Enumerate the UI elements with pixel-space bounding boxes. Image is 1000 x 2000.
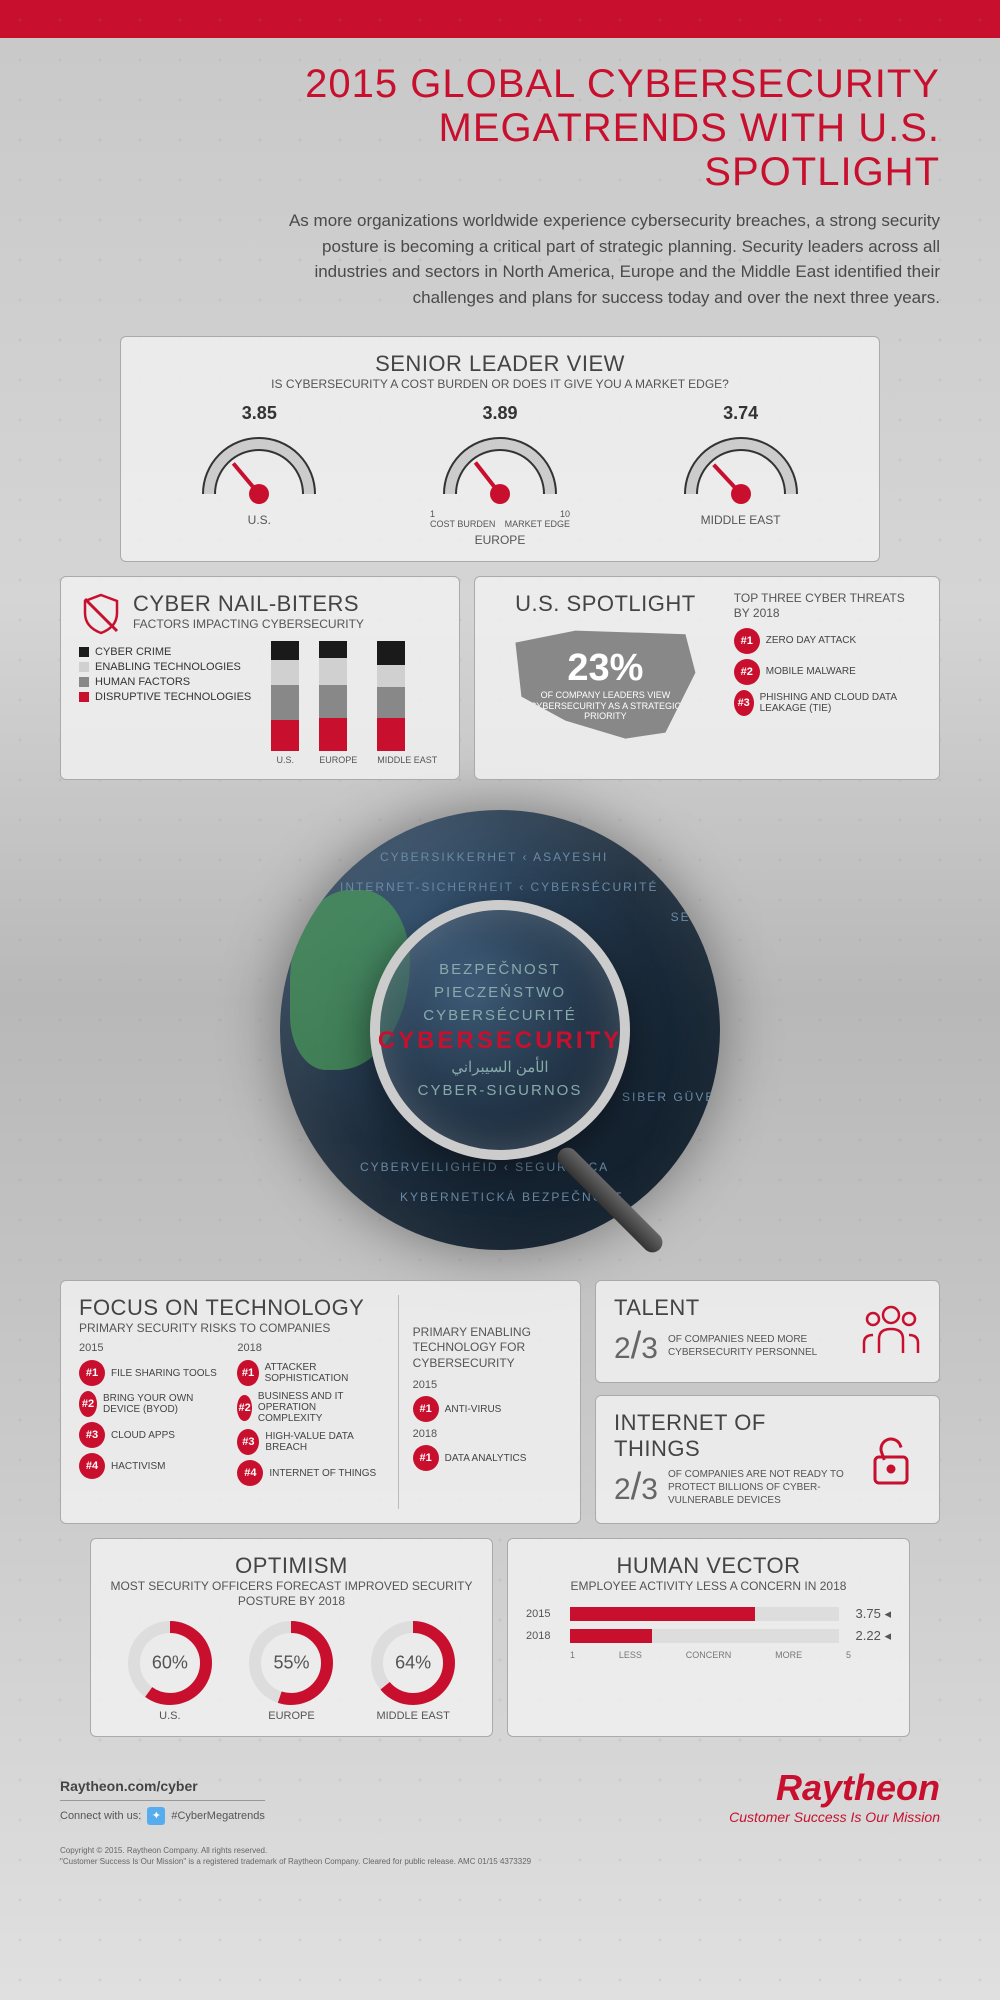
copyright-2: "Customer Success Is Our Mission" is a r…: [60, 1856, 940, 1867]
human-vector-panel: HUMAN VECTOR EMPLOYEE ACTIVITY LESS A CO…: [507, 1538, 910, 1737]
nail-title: CYBER NAIL-BITERS: [133, 591, 364, 617]
risk-row: #3CLOUD APPS: [79, 1422, 219, 1448]
hashtag[interactable]: #CyberMegatrends: [171, 1810, 265, 1822]
title-block: 2015 GLOBAL CYBERSECURITY MEGATRENDS WIT…: [0, 38, 1000, 326]
talent-panel: TALENT 2/3 OF COMPANIES NEED MORE CYBERS…: [595, 1280, 940, 1383]
opt-title: OPTIMISM: [109, 1553, 474, 1579]
nail-biters-panel: CYBER NAIL-BITERS FACTORS IMPACTING CYBE…: [60, 576, 460, 780]
senior-sub: IS CYBERSECURITY A COST BURDEN OR DOES I…: [139, 377, 861, 393]
copyright-1: Copyright © 2015. Raytheon Company. All …: [60, 1845, 940, 1856]
enabling-item: 2015 #1ANTI-VIRUS: [413, 1379, 562, 1422]
subtitle: As more organizations worldwide experien…: [280, 208, 940, 310]
opt-sub: MOST SECURITY OFFICERS FORECAST IMPROVED…: [109, 1579, 474, 1610]
spot-stat: 23%: [567, 647, 643, 690]
stacked-bar: U.S.: [271, 641, 299, 765]
hum-sub: EMPLOYEE ACTIVITY LESS A CONCERN IN 2018: [526, 1579, 891, 1595]
main-title-2: MEGATRENDS WITH U.S. SPOTLIGHT: [280, 106, 940, 194]
legend-item: HUMAN FACTORS: [79, 676, 251, 688]
legend-item: CYBER CRIME: [79, 646, 251, 658]
risk-row: #4INTERNET OF THINGS: [237, 1460, 377, 1486]
talent-label: OF COMPANIES NEED MORE CYBERSECURITY PER…: [668, 1333, 847, 1359]
gauge-europe: 3.89 110 COST BURDENMARKET EDGE EUROPE: [430, 403, 570, 547]
legend-item: ENABLING TECHNOLOGIES: [79, 661, 251, 673]
raytheon-tagline: Customer Success Is Our Mission: [729, 1809, 940, 1825]
gauge-u.s.: 3.85 U.S.: [189, 403, 329, 547]
hum-bar-row: 2018 2.22 ◂: [526, 1628, 891, 1644]
risk-row: #2BUSINESS AND IT OPERATION COMPLEXITY: [237, 1391, 377, 1424]
people-icon: [861, 1303, 921, 1359]
threat-row: #1ZERO DAY ATTACK: [734, 628, 921, 654]
donut-europe: 55% EUROPE: [248, 1620, 334, 1722]
threats-title: TOP THREE CYBER THREATS BY 2018: [734, 591, 921, 622]
focus-title: FOCUS ON TECHNOLOGY: [79, 1295, 378, 1321]
gauge-middle east: 3.74 MIDDLE EAST: [671, 403, 811, 547]
senior-leader-panel: SENIOR LEADER VIEW IS CYBERSECURITY A CO…: [120, 336, 880, 562]
optimism-panel: OPTIMISM MOST SECURITY OFFICERS FORECAST…: [90, 1538, 493, 1737]
iot-label: OF COMPANIES ARE NOT READY TO PROTECT BI…: [668, 1468, 847, 1507]
focus-panel: FOCUS ON TECHNOLOGY PRIMARY SECURITY RIS…: [60, 1280, 581, 1524]
senior-title: SENIOR LEADER VIEW: [139, 351, 861, 377]
twitter-icon[interactable]: ✦: [147, 1807, 165, 1825]
spot-stat-label: OF COMPANY LEADERS VIEW CYBERSECURITY AS…: [515, 690, 695, 722]
hum-bar-row: 2015 3.75 ◂: [526, 1606, 891, 1622]
threat-row: #3PHISHING AND CLOUD DATA LEAKAGE (TIE): [734, 690, 921, 716]
nail-sub: FACTORS IMPACTING CYBERSECURITY: [133, 617, 364, 633]
unlock-icon: [861, 1429, 921, 1489]
stacked-bar: MIDDLE EAST: [377, 641, 437, 765]
risk-row: #1FILE SHARING TOOLS: [79, 1360, 219, 1386]
spotlight-panel: U.S. SPOTLIGHT 23% OF COMPANY LEADERS VI…: [474, 576, 940, 780]
globe-zone: CYBERSIKKERHET ‹ ASAYESHI INTERNET-SICHE…: [0, 800, 1000, 1260]
connect-label: Connect with us:: [60, 1810, 141, 1822]
main-title-1: 2015 GLOBAL CYBERSECURITY: [280, 62, 940, 106]
hum-title: HUMAN VECTOR: [526, 1553, 891, 1579]
threat-row: #2MOBILE MALWARE: [734, 659, 921, 685]
iot-frac: 2/3: [614, 1466, 658, 1509]
us-map-icon: 23% OF COMPANY LEADERS VIEW CYBERSECURIT…: [505, 625, 705, 745]
stacked-bar: EUROPE: [319, 641, 357, 765]
talent-title: TALENT: [614, 1295, 847, 1321]
donut-u.s.: 60% U.S.: [127, 1620, 213, 1722]
spot-title: U.S. SPOTLIGHT: [493, 591, 718, 617]
risk-row: #1ATTACKER SOPHISTICATION: [237, 1360, 377, 1386]
risk-row: #3HIGH-VALUE DATA BREACH: [237, 1429, 377, 1455]
risk-row: #2BRING YOUR OWN DEVICE (BYOD): [79, 1391, 219, 1417]
shield-icon: [79, 591, 123, 635]
focus-sub: PRIMARY SECURITY RISKS TO COMPANIES: [79, 1321, 378, 1337]
legend-item: DISRUPTIVE TECHNOLOGIES: [79, 691, 251, 703]
talent-frac: 2/3: [614, 1325, 658, 1368]
raytheon-logo: Raytheon: [729, 1767, 940, 1809]
iot-panel: INTERNET OF THINGS 2/3 OF COMPANIES ARE …: [595, 1395, 940, 1524]
footer-url[interactable]: Raytheon.com/cyber: [60, 1778, 265, 1801]
enabling-item: 2018 #1DATA ANALYTICS: [413, 1428, 562, 1471]
risk-row: #4HACTIVISM: [79, 1453, 219, 1479]
iot-title: INTERNET OF THINGS: [614, 1410, 847, 1462]
donut-middle east: 64% MIDDLE EAST: [370, 1620, 456, 1722]
globe-main-word: CYBERSECURITY: [378, 1027, 622, 1055]
focus-col3-title: PRIMARY ENABLING TECHNOLOGY FOR CYBERSEC…: [413, 1325, 562, 1372]
magnifier-icon: BEZPEČNOST PIECZEŃSTWO CYBERSÉCURITÉ CYB…: [370, 900, 630, 1160]
